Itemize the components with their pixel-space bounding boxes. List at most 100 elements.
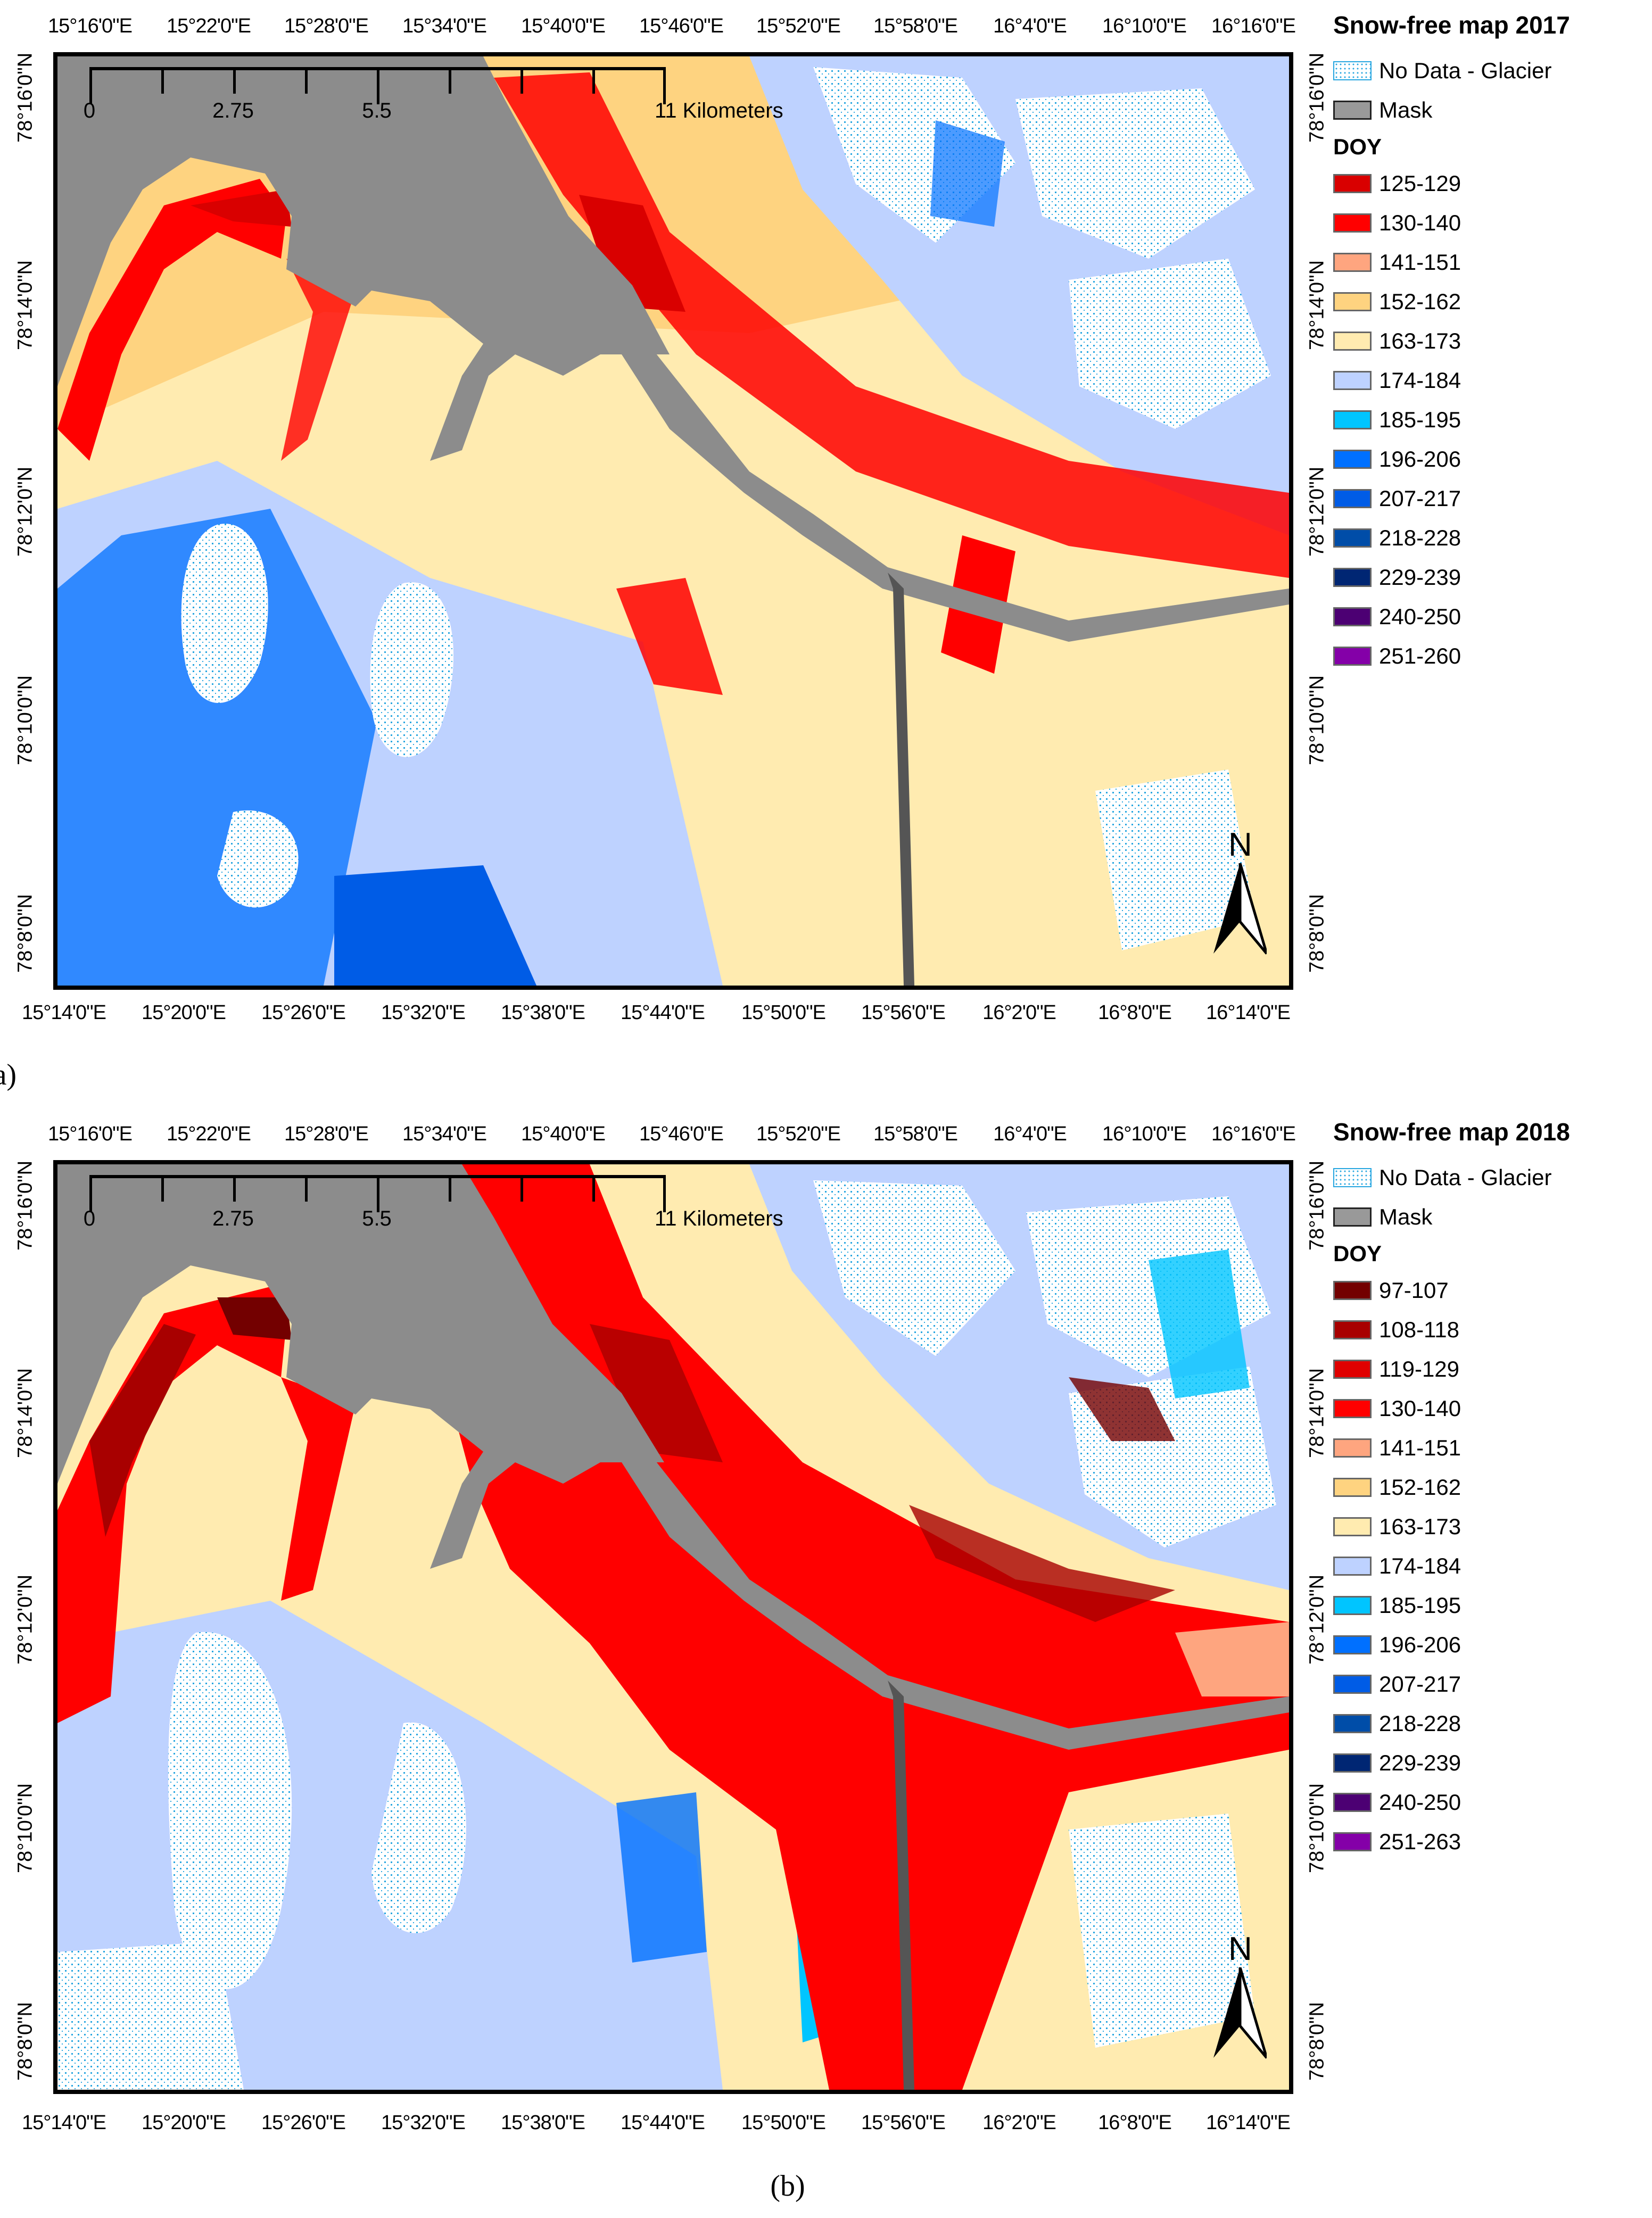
top-longitude-labels: 15°16'0"E 15°22'0"E 15°28'0"E 15°34'0"E … xyxy=(48,15,1296,47)
lon-label: 15°40'0"E xyxy=(521,15,606,37)
color-swatch-icon xyxy=(1333,1399,1372,1418)
color-swatch-icon xyxy=(1333,332,1372,351)
left-latitude-labels: 78°16'0"N 78°14'0"N 78°12'0"N 78°10'0"N … xyxy=(10,52,42,990)
legend-item-doy-class: 207-217 xyxy=(1333,479,1652,518)
lon-label: 16°16'0"E xyxy=(1211,15,1296,37)
lon-label: 15°34'0"E xyxy=(402,15,487,37)
lat-label: 78°16'0"N xyxy=(1306,52,1328,143)
color-swatch-icon xyxy=(1333,1675,1372,1694)
glacier-swatch-icon xyxy=(1333,1168,1372,1187)
scale-label: 5.5 xyxy=(362,99,392,122)
legend-item-doy-class: 174-184 xyxy=(1333,1546,1652,1586)
legend-item-doy-class: 97-107 xyxy=(1333,1271,1652,1310)
lon-label: 16°4'0"E xyxy=(993,1123,1067,1145)
scale-label: 0 xyxy=(83,99,96,122)
lon-label: 16°8'0"E xyxy=(1098,1002,1172,1024)
legend-item-doy-class: 229-239 xyxy=(1333,558,1652,597)
scale-label: 2.75 xyxy=(212,99,254,122)
lon-label: 15°32'0"E xyxy=(381,2112,466,2134)
color-swatch-icon xyxy=(1333,1478,1372,1497)
lon-label: 15°20'0"E xyxy=(142,2112,226,2134)
lon-label: 15°56'0"E xyxy=(861,1002,946,1024)
color-swatch-icon xyxy=(1333,647,1372,666)
lon-label: 16°10'0"E xyxy=(1102,1123,1187,1145)
lon-label: 15°20'0"E xyxy=(142,1002,226,1024)
lon-label: 15°58'0"E xyxy=(873,1123,958,1145)
scale-label: 5.5 xyxy=(362,1207,392,1230)
lon-label: 15°58'0"E xyxy=(873,15,958,37)
legend-item-doy-class: 240-250 xyxy=(1333,1783,1652,1822)
legend-item-doy-class: 125-129 xyxy=(1333,164,1652,203)
legend-item-doy-class: 163-173 xyxy=(1333,1507,1652,1546)
legend-title: Snow-free map 2018 xyxy=(1333,1118,1570,1146)
lat-label: 78°14'0"N xyxy=(14,1368,37,1458)
scale-label: 2.75 xyxy=(212,1207,254,1230)
legend-classes: 125-129 130-140 141-151 152-162 163-173 174-1… xyxy=(1333,164,1652,676)
legend-item-doy-class: 174-184 xyxy=(1333,361,1652,400)
legend-title: Snow-free map 2017 xyxy=(1333,11,1570,39)
color-swatch-icon xyxy=(1333,1281,1372,1300)
north-arrow-icon: N xyxy=(1213,826,1277,959)
right-latitude-labels: 78°16'0"N 78°14'0"N 78°12'0"N 78°10'0"N … xyxy=(1301,52,1333,990)
legend-item-doy-class: 229-239 xyxy=(1333,1743,1652,1783)
top-longitude-labels: 15°16'0"E 15°22'0"E 15°28'0"E 15°34'0"E … xyxy=(48,1123,1296,1155)
legend-item-doy-class: 119-129 xyxy=(1333,1350,1652,1389)
legend-item-doy-class: 196-206 xyxy=(1333,440,1652,479)
legend-item-doy-class: 152-162 xyxy=(1333,282,1652,321)
legend-item-mask: Mask xyxy=(1333,1197,1652,1237)
legend-item-doy-class: 196-206 xyxy=(1333,1625,1652,1665)
legend-item-doy-class: 108-118 xyxy=(1333,1310,1652,1350)
lat-label: 78°10'0"N xyxy=(14,675,37,765)
lon-label: 15°28'0"E xyxy=(284,1123,369,1145)
color-swatch-icon xyxy=(1333,174,1372,193)
legend-item-doy-class: 130-140 xyxy=(1333,203,1652,243)
lat-label: 78°10'0"N xyxy=(1306,675,1328,765)
lat-label: 78°12'0"N xyxy=(1306,466,1328,557)
lon-label: 16°16'0"E xyxy=(1211,1123,1296,1145)
lon-label: 16°8'0"E xyxy=(1098,2112,1172,2134)
lat-label: 78°8'0"N xyxy=(1306,894,1328,973)
lon-label: 15°52'0"E xyxy=(756,15,841,37)
lon-label: 15°52'0"E xyxy=(756,1123,841,1145)
lat-label: 78°12'0"N xyxy=(14,1574,37,1665)
color-swatch-icon xyxy=(1333,450,1372,469)
lon-label: 15°32'0"E xyxy=(381,1002,466,1024)
lon-label: 15°22'0"E xyxy=(167,15,251,37)
scale-bar: 0 2.75 5.5 11 Kilometers xyxy=(84,67,783,131)
glacier-swatch-icon xyxy=(1333,61,1372,80)
lon-label: 15°22'0"E xyxy=(167,1123,251,1145)
lat-label: 78°8'0"N xyxy=(1306,2002,1328,2081)
color-swatch-icon xyxy=(1333,489,1372,508)
lon-label: 15°40'0"E xyxy=(521,1123,606,1145)
color-swatch-icon xyxy=(1333,1438,1372,1458)
legend-item-doy-class: 185-195 xyxy=(1333,1586,1652,1625)
color-swatch-icon xyxy=(1333,568,1372,587)
lat-label: 78°16'0"N xyxy=(14,52,37,143)
legend-item-doy-class: 185-195 xyxy=(1333,400,1652,440)
lat-label: 78°12'0"N xyxy=(14,466,37,557)
legend-item-glacier: No Data - Glacier xyxy=(1333,1158,1652,1197)
legend-item-doy-class: 251-260 xyxy=(1333,636,1652,676)
color-swatch-icon xyxy=(1333,528,1372,548)
legend-2018: Snow-free map 2018 No Data - Glacier Mas… xyxy=(1333,1118,1652,1861)
lon-label: 15°34'0"E xyxy=(402,1123,487,1145)
color-swatch-icon xyxy=(1333,1832,1372,1851)
legend-item-doy-class: 207-217 xyxy=(1333,1665,1652,1704)
lon-label: 16°2'0"E xyxy=(982,2112,1056,2134)
lon-label: 15°46'0"E xyxy=(639,15,724,37)
lat-label: 78°8'0"N xyxy=(14,894,37,973)
doy-heading: DOY xyxy=(1333,1241,1382,1266)
right-latitude-labels: 78°16'0"N 78°14'0"N 78°12'0"N 78°10'0"N … xyxy=(1301,1160,1333,2094)
scale-label: 0 xyxy=(83,1207,96,1230)
lon-label: 15°26'0"E xyxy=(261,1002,346,1024)
color-swatch-icon xyxy=(1333,607,1372,626)
color-swatch-icon xyxy=(1333,253,1372,272)
lon-label: 15°14'0"E xyxy=(22,1002,106,1024)
lon-label: 16°4'0"E xyxy=(993,15,1067,37)
lat-label: 78°14'0"N xyxy=(14,260,37,350)
legend-item-doy-class: 152-162 xyxy=(1333,1468,1652,1507)
lon-label: 16°2'0"E xyxy=(982,1002,1056,1024)
legend-item-doy-class: 141-151 xyxy=(1333,243,1652,282)
lat-label: 78°10'0"N xyxy=(14,1783,37,1873)
map-raster xyxy=(57,56,1289,986)
